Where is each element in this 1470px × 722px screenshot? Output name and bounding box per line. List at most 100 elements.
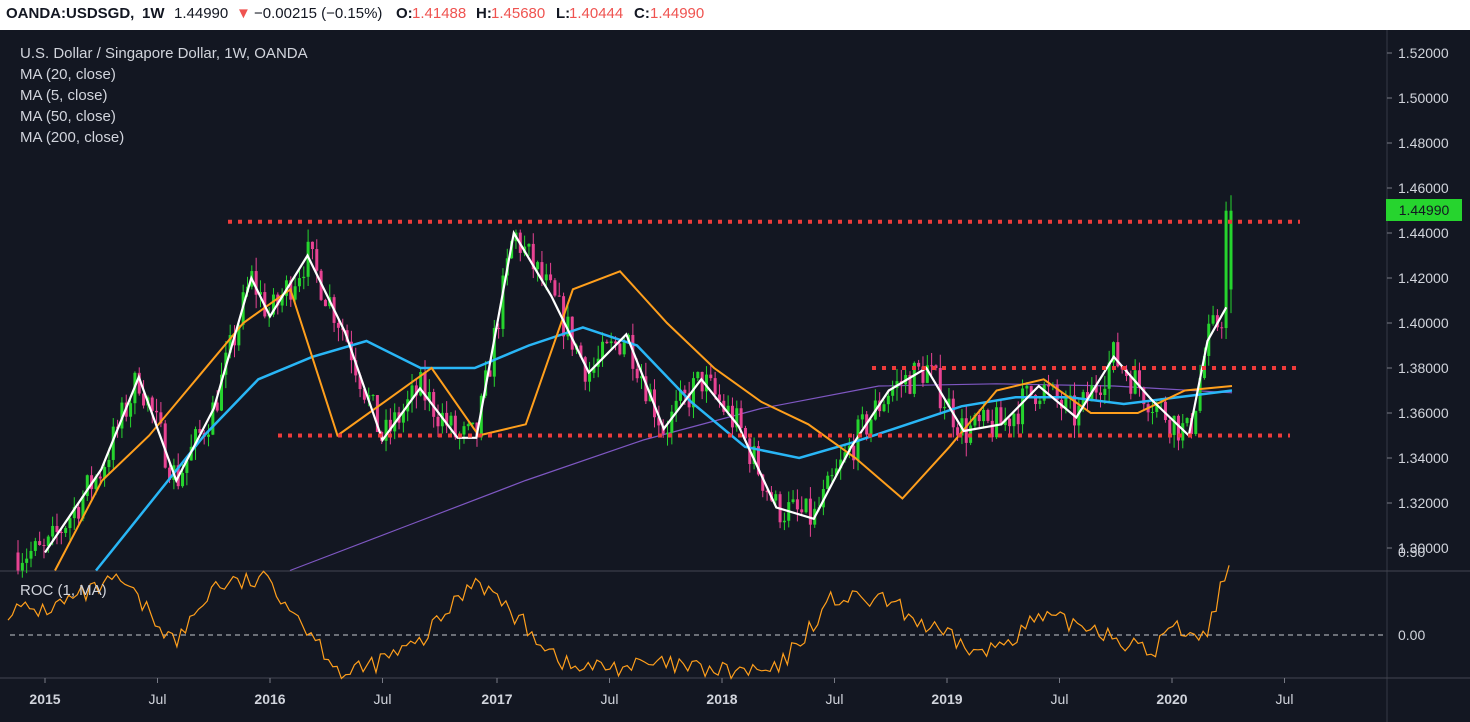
candle-body [921, 366, 925, 383]
interval-label[interactable]: 1W [142, 5, 165, 22]
candle-body [436, 416, 440, 427]
candle-body [795, 499, 799, 510]
candle-body [886, 395, 890, 405]
candle-body [388, 419, 392, 432]
y-tick-label: 1.52000 [1398, 45, 1449, 61]
symbol-name[interactable]: OANDA:USDSGD, [6, 5, 135, 22]
candle-body [1034, 394, 1038, 405]
candle-body [29, 550, 33, 559]
candle-body [1185, 418, 1189, 424]
candle-body [1003, 418, 1007, 426]
ma50-line [95, 326, 1233, 572]
candle-body [427, 392, 431, 401]
candle-body [1129, 375, 1133, 394]
candle-body [98, 476, 102, 479]
candle-body [1172, 415, 1176, 436]
candle-body [605, 341, 609, 344]
candle-body [1176, 415, 1180, 441]
candle-body [930, 365, 934, 367]
candle-body [908, 375, 912, 394]
candle-body [215, 402, 219, 411]
x-tick-label: 2016 [254, 691, 285, 707]
y-tick-label: 1.32000 [1398, 495, 1449, 511]
candle-body [479, 395, 483, 438]
legend-ma5[interactable]: MA (5, close) [20, 87, 108, 104]
candle-body [570, 316, 574, 350]
candle-body [609, 341, 613, 344]
roc-y-tick-label: 0.50 [1398, 544, 1425, 560]
candle-body [25, 558, 29, 563]
candle-body [51, 525, 55, 537]
candle-body [315, 249, 319, 271]
candle-body [81, 496, 85, 519]
candle-body [977, 414, 981, 422]
high-value: 1.45680 [491, 5, 546, 22]
candle-body [501, 275, 505, 329]
legend-ma20[interactable]: MA (20, close) [20, 66, 116, 83]
candle-body [622, 341, 626, 355]
y-tick-label: 1.46000 [1398, 180, 1449, 196]
candle-body [1055, 384, 1059, 400]
candle-body [839, 459, 843, 469]
roc-legend[interactable]: ROC (1, MA) [20, 582, 107, 599]
candle-body [986, 409, 990, 421]
candle-body [583, 357, 587, 382]
candle-body [527, 243, 531, 247]
candle-body [709, 374, 713, 379]
y-tick-label: 1.36000 [1398, 405, 1449, 421]
candle-body [804, 498, 808, 513]
candle-body [168, 467, 172, 480]
candle-body [990, 420, 994, 438]
candle-body [1038, 400, 1042, 405]
y-tick-label: 1.50000 [1398, 90, 1449, 106]
candle-body [743, 427, 747, 439]
candle-body [401, 411, 405, 423]
low-label: L: [556, 5, 571, 22]
candle-body [33, 541, 37, 551]
candle-body [155, 410, 159, 413]
candle-body [588, 372, 592, 382]
legend-ma50[interactable]: MA (50, close) [20, 108, 116, 125]
roc-y-tick-label: 0.00 [1398, 627, 1425, 643]
candle-body [882, 404, 886, 412]
candle-body [956, 427, 960, 436]
candle-body [726, 405, 730, 412]
candle-body [302, 276, 306, 279]
candle-body [860, 414, 864, 420]
y-tick-label: 1.30000 [1398, 540, 1449, 556]
candle-body [271, 294, 275, 315]
candle-body [791, 499, 795, 503]
candle-body [310, 241, 314, 250]
candle-body [419, 372, 423, 396]
candle-body [42, 545, 46, 547]
candle-body [276, 294, 280, 306]
candle-body [371, 395, 375, 397]
candle-body [111, 426, 115, 460]
candle-body [925, 365, 929, 383]
candle-body [68, 518, 72, 529]
candle-body [774, 494, 778, 501]
candle-body [94, 476, 98, 490]
candle-body [297, 278, 301, 287]
candle-body [449, 415, 453, 426]
moving-averages-layer [44, 229, 1233, 572]
candle-body [194, 429, 198, 447]
candle-body [531, 243, 535, 270]
candle-body [1194, 410, 1198, 435]
candle-body [471, 422, 475, 425]
candle-body [1064, 396, 1068, 409]
candle-body [566, 316, 570, 337]
candle-body [1047, 385, 1051, 387]
candle-body [185, 460, 189, 473]
legend-title[interactable]: U.S. Dollar / Singapore Dollar, 1W, OAND… [20, 45, 308, 62]
ma5-line [44, 229, 1228, 554]
chart-canvas[interactable]: 1.30000 1.32000 1.34000 1.36000 1.38000 1.400… [0, 30, 1470, 722]
candle-body [761, 474, 765, 491]
candle-body [1029, 385, 1033, 395]
x-tick-label: Jul [1276, 691, 1294, 707]
legend-ma200[interactable]: MA (200, close) [20, 129, 125, 146]
candle-body [85, 475, 89, 497]
y-tick-label: 1.48000 [1398, 135, 1449, 151]
candle-body [1155, 402, 1159, 412]
candle-body [55, 525, 59, 532]
